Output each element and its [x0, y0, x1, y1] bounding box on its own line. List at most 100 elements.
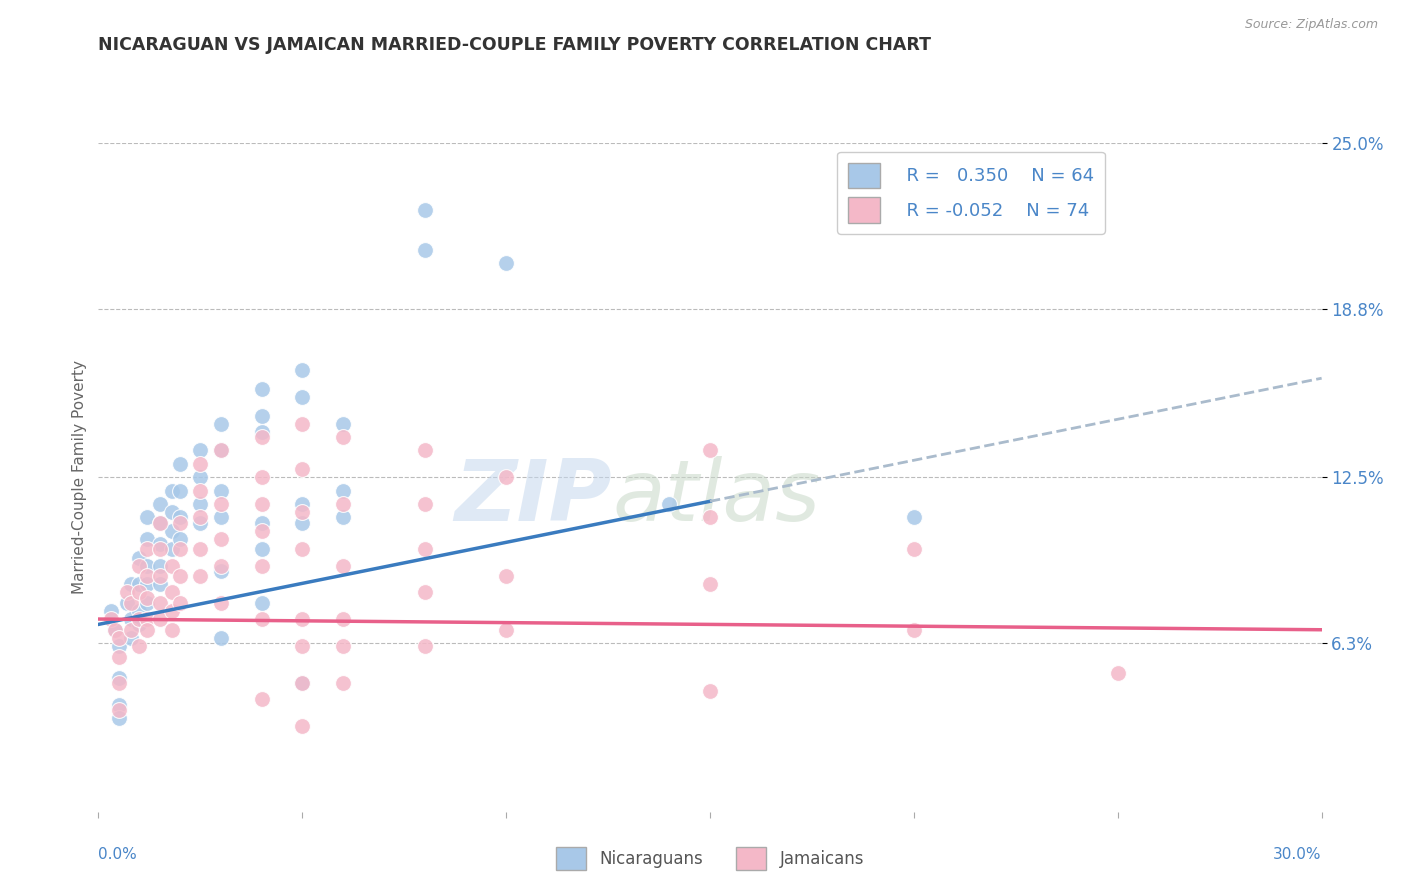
Point	[136, 591, 159, 605]
Point	[100, 612, 122, 626]
Point	[136, 532, 159, 546]
Point	[149, 516, 172, 530]
Point	[136, 542, 159, 557]
Point	[100, 604, 122, 618]
Point	[149, 577, 172, 591]
Point	[332, 417, 354, 431]
Point	[250, 382, 273, 396]
Point	[1107, 665, 1129, 680]
Point	[149, 558, 172, 573]
Text: 0.0%: 0.0%	[98, 847, 138, 863]
Point	[128, 639, 150, 653]
Point	[104, 623, 127, 637]
Y-axis label: Married-Couple Family Poverty: Married-Couple Family Poverty	[72, 360, 87, 594]
Point	[149, 542, 172, 557]
Point	[169, 483, 191, 498]
Point	[160, 524, 183, 538]
Point	[188, 516, 212, 530]
Point	[160, 483, 183, 498]
Point	[120, 577, 142, 591]
Point	[291, 676, 314, 690]
Point	[188, 542, 212, 557]
Point	[209, 558, 232, 573]
Point	[128, 550, 150, 565]
Point	[413, 639, 436, 653]
Point	[160, 558, 183, 573]
Point	[120, 612, 142, 626]
Point	[108, 631, 131, 645]
Point	[332, 483, 354, 498]
Point	[108, 698, 131, 712]
Point	[250, 692, 273, 706]
Point	[209, 443, 232, 458]
Point	[108, 671, 131, 685]
Point	[128, 617, 150, 632]
Point	[903, 510, 925, 524]
Point	[136, 558, 159, 573]
Point	[209, 443, 232, 458]
Point	[658, 497, 681, 511]
Point	[136, 577, 159, 591]
Point	[115, 585, 138, 599]
Point	[120, 596, 142, 610]
Point	[108, 711, 131, 725]
Point	[108, 676, 131, 690]
Text: atlas: atlas	[612, 456, 820, 539]
Text: ZIP: ZIP	[454, 456, 612, 539]
Point	[291, 462, 314, 476]
Point	[291, 719, 314, 733]
Point	[136, 510, 159, 524]
Point	[291, 417, 314, 431]
Point	[136, 569, 159, 583]
Point	[495, 256, 517, 270]
Point	[169, 596, 191, 610]
Point	[291, 542, 314, 557]
Point	[332, 497, 354, 511]
Text: 30.0%: 30.0%	[1274, 847, 1322, 863]
Point	[128, 604, 150, 618]
Point	[169, 510, 191, 524]
Point	[332, 639, 354, 653]
Point	[160, 585, 183, 599]
Point	[413, 497, 436, 511]
Point	[149, 537, 172, 551]
Point	[291, 497, 314, 511]
Point	[250, 542, 273, 557]
Point	[108, 639, 131, 653]
Point	[250, 558, 273, 573]
Point	[104, 623, 127, 637]
Point	[108, 649, 131, 664]
Point	[136, 612, 159, 626]
Point	[169, 516, 191, 530]
Point	[136, 623, 159, 637]
Point	[699, 684, 721, 698]
Point	[250, 425, 273, 439]
Point	[169, 569, 191, 583]
Legend: Nicaraguans, Jamaicans: Nicaraguans, Jamaicans	[550, 840, 870, 877]
Point	[291, 390, 314, 404]
Point	[291, 676, 314, 690]
Point	[128, 612, 150, 626]
Point	[209, 631, 232, 645]
Point	[188, 569, 212, 583]
Point	[413, 542, 436, 557]
Point	[149, 596, 172, 610]
Point	[136, 596, 159, 610]
Point	[160, 604, 183, 618]
Point	[149, 516, 172, 530]
Point	[115, 596, 138, 610]
Point	[209, 417, 232, 431]
Text: NICARAGUAN VS JAMAICAN MARRIED-COUPLE FAMILY POVERTY CORRELATION CHART: NICARAGUAN VS JAMAICAN MARRIED-COUPLE FA…	[98, 36, 931, 54]
Point	[128, 585, 150, 599]
Point	[160, 623, 183, 637]
Point	[250, 430, 273, 444]
Point	[250, 516, 273, 530]
Point	[413, 243, 436, 257]
Point	[699, 510, 721, 524]
Point	[903, 542, 925, 557]
Point	[413, 585, 436, 599]
Point	[188, 483, 212, 498]
Point	[209, 483, 232, 498]
Point	[188, 510, 212, 524]
Point	[149, 612, 172, 626]
